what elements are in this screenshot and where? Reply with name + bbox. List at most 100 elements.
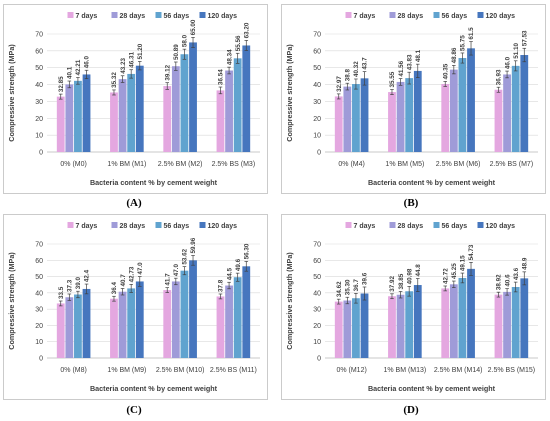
y-tick-label: 40 (35, 82, 43, 89)
bar (233, 277, 242, 358)
bar (413, 285, 422, 358)
data-label: 36.4 (111, 282, 118, 295)
legend-swatch (433, 12, 440, 18)
bar (82, 74, 91, 152)
chart-b-svg: 0 10 20 30 40 50 60 70 Compressive strength (MPa… (281, 4, 546, 194)
data-label: 44.8 (415, 264, 422, 277)
y-tick-label: 20 (35, 323, 43, 330)
bar (180, 270, 189, 358)
y-tick-label: 60 (313, 48, 321, 55)
data-label: 40.32 (353, 61, 360, 77)
bar (233, 58, 242, 152)
legend-label: 56 days (442, 13, 468, 20)
bar (135, 281, 144, 358)
data-label: 45.25 (451, 263, 458, 279)
x-tick-label: 0% (M4) (338, 161, 364, 168)
bar (225, 285, 233, 358)
data-label: 48.1 (415, 49, 422, 62)
bar (171, 281, 180, 358)
chart-panel-a: 0 10 20 30 40 50 60 70 Compressive strength (MPa… (3, 4, 268, 194)
x-tick-label: 2.5% BM (M14) (434, 367, 483, 374)
legend-label: 56 days (164, 223, 190, 230)
y-tick-label: 60 (35, 48, 43, 55)
bar (65, 84, 74, 152)
data-label: 43.6 (513, 267, 520, 280)
bar (225, 70, 233, 152)
bar (352, 298, 360, 358)
x-tick-label: 1% BM (M1) (107, 161, 146, 168)
y-tick-label: 10 (35, 339, 43, 346)
y-axis-title: Compressive strength (MPa) (7, 252, 16, 350)
bar (458, 277, 467, 358)
data-label: 41.7 (164, 273, 171, 286)
bar (441, 288, 450, 358)
data-label: 37.8 (218, 279, 225, 292)
data-label: 43.23 (120, 57, 127, 73)
data-label: 55.75 (460, 35, 467, 51)
y-tick-label: 40 (35, 290, 43, 297)
legend-label: 120 days (208, 223, 238, 230)
data-label: 42.73 (128, 266, 135, 282)
data-label: 35.30 (345, 279, 352, 295)
caption-c: (C) (126, 404, 142, 416)
legend-label: 7 days (76, 223, 98, 230)
data-label: 40.7 (120, 274, 127, 287)
data-label: 46.0 (84, 55, 91, 68)
y-tick-label: 40 (313, 290, 321, 297)
y-tick-label: 0 (39, 356, 43, 363)
y-axis-title: Compressive strength (MPa) (7, 44, 16, 142)
y-tick-label: 70 (35, 242, 43, 249)
legend-label: 28 days (398, 13, 424, 20)
data-label: 38.92 (496, 274, 503, 290)
y-tick-label: 0 (39, 150, 43, 157)
bar (503, 74, 511, 152)
x-axis-title: Bacteria content % by cement weight (90, 384, 218, 393)
x-tick-label: 0% (M8) (60, 367, 86, 374)
legend-label: 28 days (120, 13, 146, 20)
y-tick-label: 60 (313, 258, 321, 265)
bar (413, 70, 422, 152)
data-label: 59.96 (190, 237, 197, 253)
x-tick-label: 1% BM (M9) (107, 367, 146, 374)
legend-swatch (389, 12, 396, 18)
bar (458, 58, 467, 153)
legend-swatch (345, 12, 352, 18)
bar (189, 42, 197, 152)
x-tick-label: 2.5% BS (M3) (212, 161, 256, 168)
y-tick-label: 0 (317, 150, 321, 157)
data-label: 47.0 (173, 263, 180, 276)
bar (396, 294, 405, 358)
x-tick-label: 2.5% BM (M6) (436, 161, 481, 168)
data-label: 56.30 (243, 243, 250, 259)
data-label: 40.35 (442, 63, 449, 79)
data-label: 65.00 (190, 19, 197, 35)
legend-swatch (477, 12, 484, 18)
data-label: 54.73 (468, 244, 475, 260)
bar (118, 291, 127, 358)
bar (135, 65, 144, 152)
data-label: 32.97 (336, 76, 343, 92)
data-label: 51.20 (137, 43, 144, 59)
bar (449, 69, 458, 152)
legend-swatch (199, 222, 206, 228)
data-label: 40.6 (504, 274, 511, 287)
y-tick-label: 50 (313, 274, 321, 281)
chart-panel-b: 0 10 20 30 40 50 60 70 Compressive strength (MPa… (281, 4, 546, 194)
legend-swatch (477, 222, 484, 228)
legend-swatch (111, 12, 118, 18)
data-label: 61.5 (468, 27, 475, 40)
data-label: 53.62 (182, 248, 189, 264)
bar (74, 80, 82, 152)
bar (405, 78, 414, 152)
data-label: 32.85 (58, 76, 65, 92)
data-label: 35.55 (389, 71, 396, 87)
bar (343, 300, 352, 358)
data-label: 35.32 (111, 72, 118, 88)
bar (449, 284, 458, 358)
bar (216, 90, 225, 152)
data-label: 49.15 (460, 255, 467, 271)
data-label: 42.72 (442, 268, 449, 284)
bar (360, 78, 369, 152)
data-label: 38.8 (345, 68, 352, 81)
x-tick-label: 2.5% BS (M15) (488, 367, 535, 374)
